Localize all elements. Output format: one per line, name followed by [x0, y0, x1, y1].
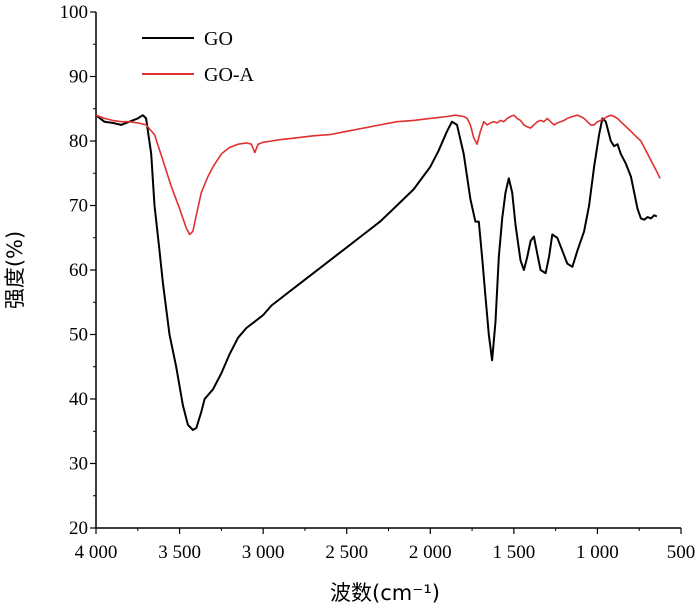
x-tick-label: 3 000 [242, 542, 285, 563]
x-tick-label: 1 000 [576, 542, 619, 563]
legend: GO GO-A [142, 28, 255, 86]
x-tick-label: 2 500 [325, 542, 368, 563]
y-tick-label: 90 [69, 67, 88, 88]
y-tick-label: 30 [69, 454, 88, 475]
legend-label-go: GO [204, 28, 233, 50]
y-tick-label: 50 [69, 325, 88, 346]
x-tick-label: 3 500 [158, 542, 201, 563]
series-line-go [95, 114, 658, 431]
x-tick-label: 1 500 [492, 542, 535, 563]
x-tick-label: 4 000 [75, 542, 118, 563]
y-tick-label: 100 [60, 2, 89, 23]
y-tick-label: 40 [69, 389, 88, 410]
y-tick-label: 20 [69, 518, 88, 539]
series-line-go-a [95, 114, 661, 236]
x-axis-title: 波数(cm⁻¹) [330, 581, 440, 605]
axes-group: 20 30 40 50 60 70 80 90 100 4 000 3 500 3 000 2 500 2… [60, 2, 696, 563]
y-tick-label: 60 [69, 260, 88, 281]
series-group [95, 114, 661, 431]
x-tick-label: 500 [667, 542, 696, 563]
y-tick-label: 70 [69, 196, 88, 217]
legend-label-go-a: GO-A [204, 64, 255, 86]
y-tick-label: 80 [69, 131, 88, 152]
x-tick-label: 2 000 [409, 542, 452, 563]
y-axis-title: 强度(%) [3, 231, 27, 309]
